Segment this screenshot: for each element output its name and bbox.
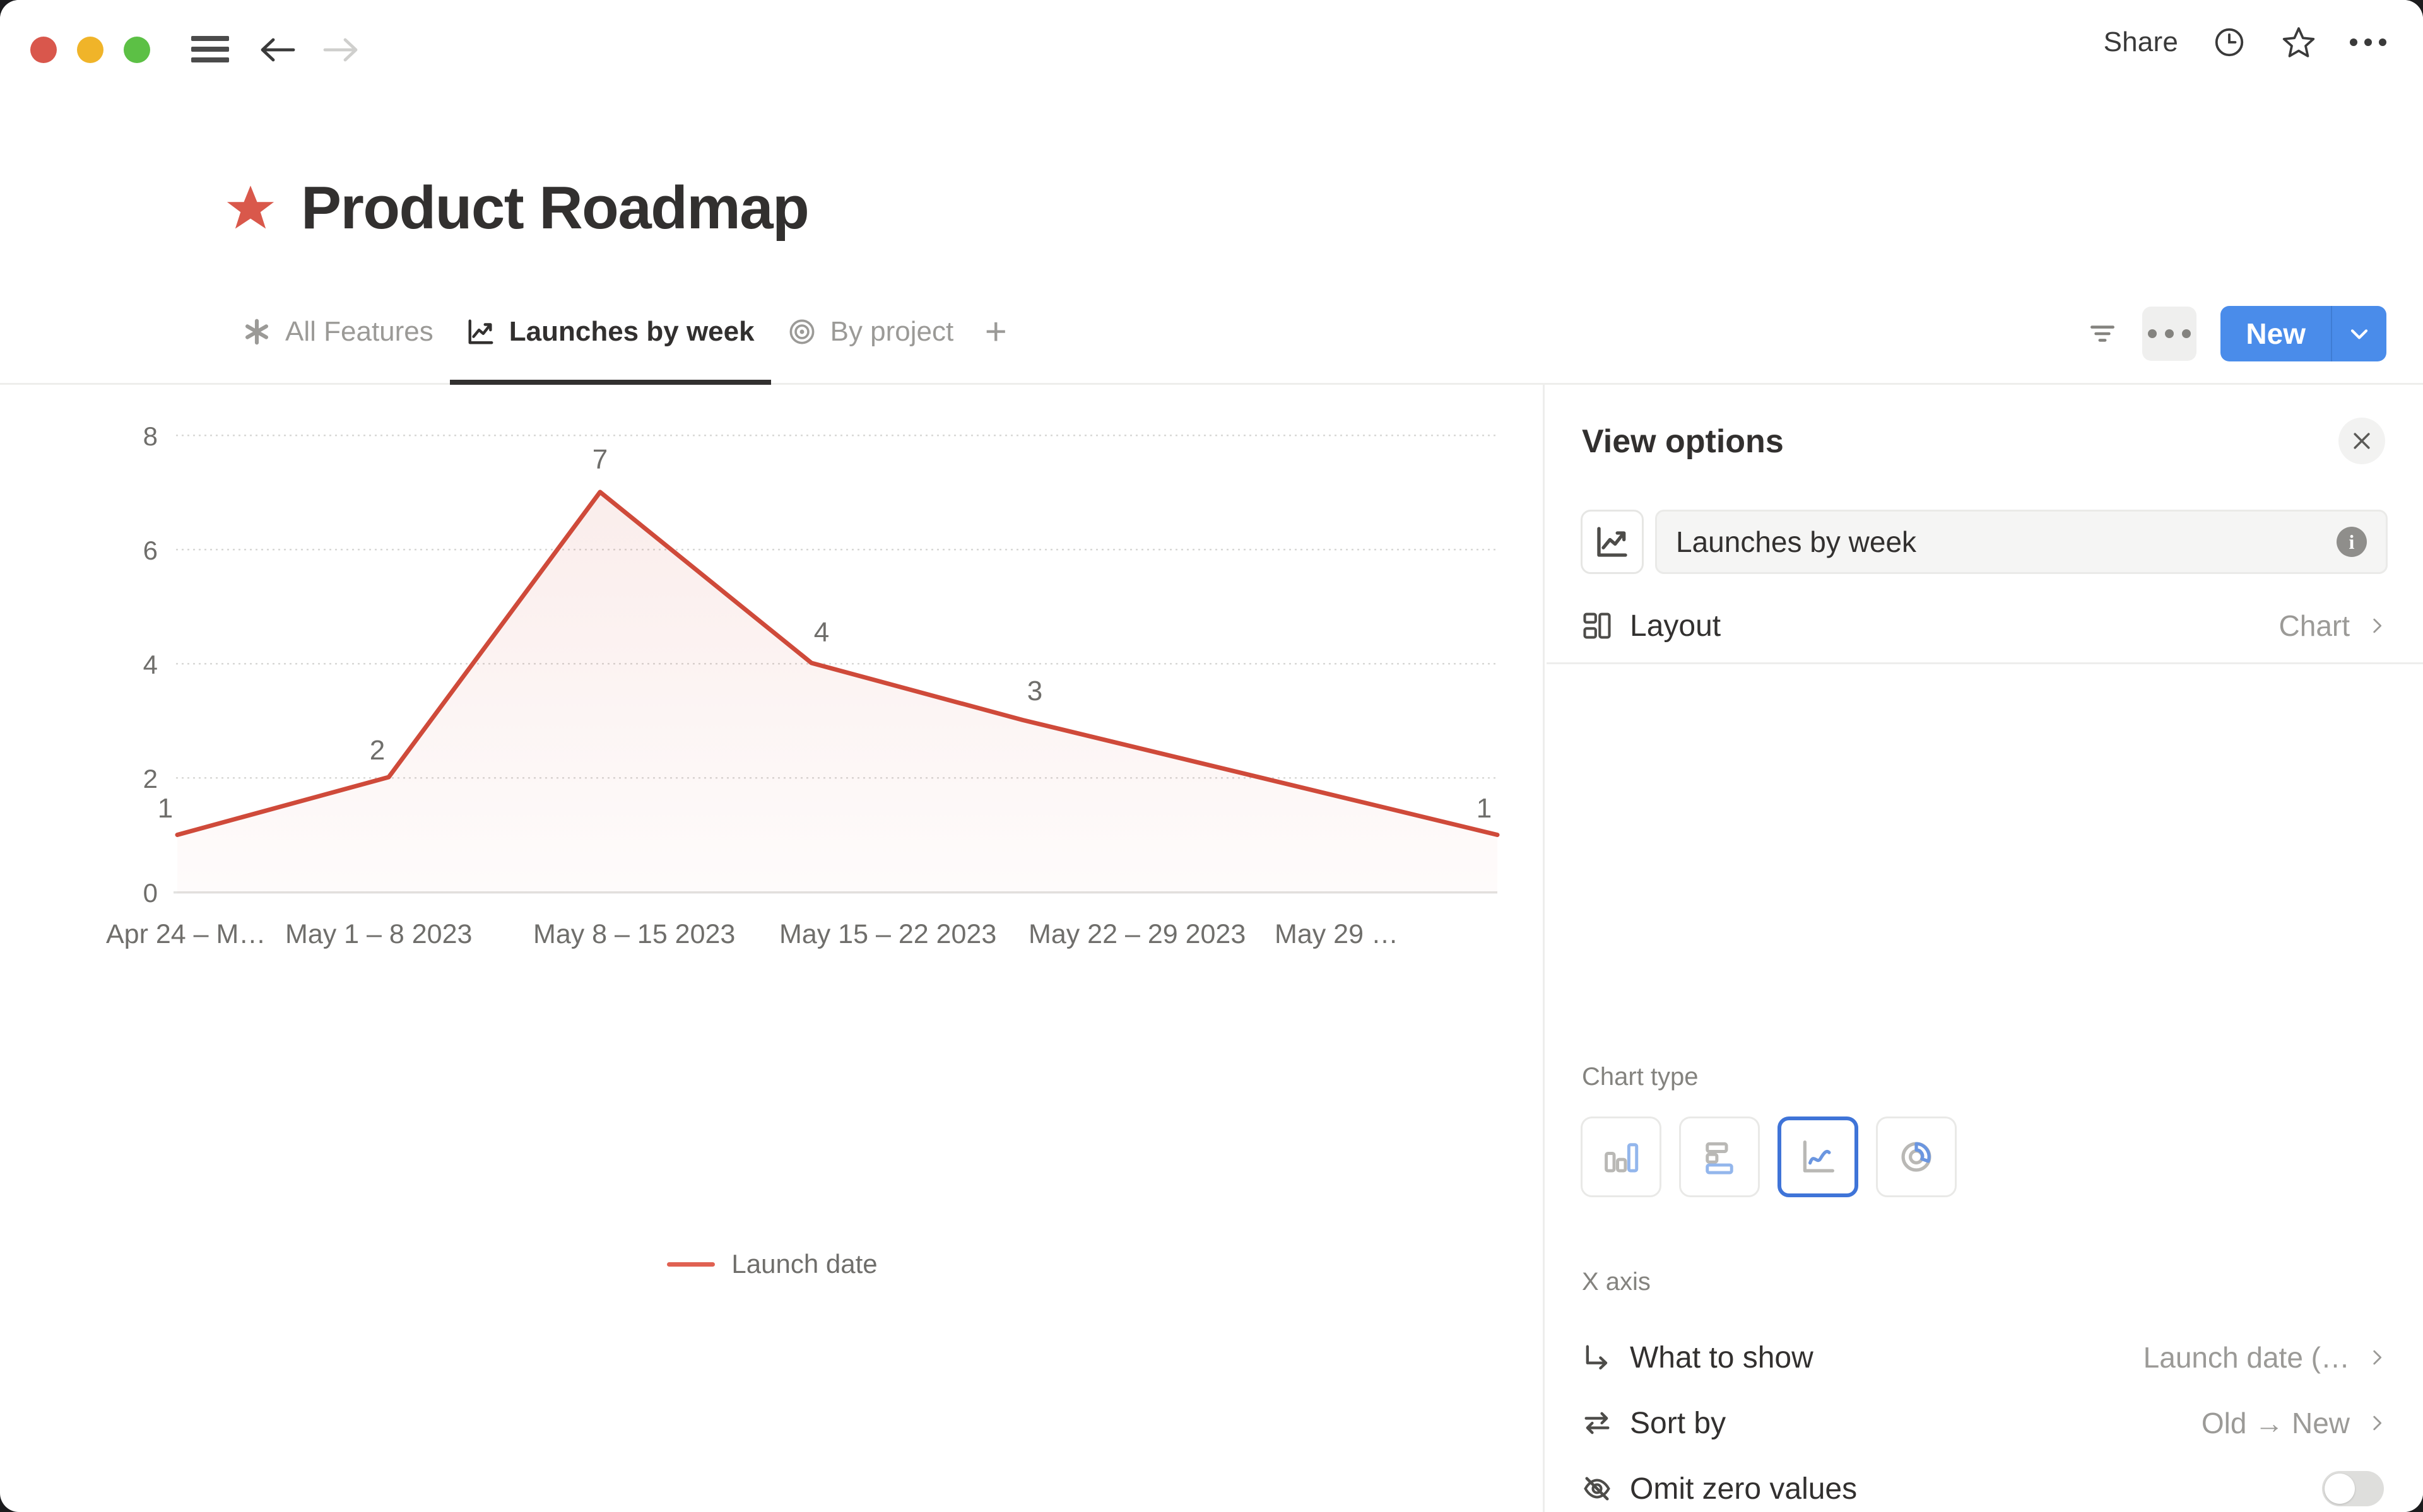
asterisk-icon	[242, 317, 271, 346]
chevron-right-icon	[2366, 1347, 2388, 1368]
chart-type-options	[1581, 1116, 1957, 1197]
horizontal-bar-icon[interactable]	[1679, 1116, 1760, 1197]
info-icon[interactable]: i	[2337, 527, 2367, 557]
x-what-to-show-row[interactable]: What to show Launch date (…	[1581, 1325, 2388, 1390]
clock-icon[interactable]	[2211, 24, 2248, 61]
svg-text:4: 4	[814, 617, 829, 648]
tab-by-project[interactable]: By project	[771, 293, 970, 385]
maximize-window-button[interactable]	[124, 37, 150, 63]
star-emoji-icon[interactable]	[224, 182, 277, 235]
svg-text:May 8 – 15 2023: May 8 – 15 2023	[533, 919, 735, 949]
eye-off-icon	[1581, 1472, 1630, 1505]
target-icon	[787, 317, 817, 346]
page-title-row: Product Roadmap	[224, 173, 810, 243]
view-type-icon-button[interactable]	[1581, 510, 1644, 574]
window-controls	[30, 37, 150, 63]
legend-swatch	[667, 1262, 716, 1267]
minimize-window-button[interactable]	[77, 37, 103, 63]
svg-text:4: 4	[143, 650, 158, 679]
close-window-button[interactable]	[30, 37, 57, 63]
x-omit-zero-row[interactable]: Omit zero values	[1581, 1456, 2388, 1512]
new-button[interactable]: New	[2220, 306, 2332, 361]
view-options-panel: View options Launches by week i	[1547, 385, 2423, 1512]
svg-text:May 1 – 8 2023: May 1 – 8 2023	[285, 919, 472, 949]
x-axis-label: X axis	[1582, 1268, 1651, 1296]
svg-text:2: 2	[370, 735, 385, 766]
line-chart[interactable]: 8 6 4 2 0 1 2 7 4 3 1	[0, 385, 1545, 1281]
svg-text:1: 1	[158, 793, 173, 824]
row-label: Omit zero values	[1630, 1472, 1858, 1506]
star-icon[interactable]	[2280, 24, 2317, 61]
bar-chart-icon[interactable]	[1581, 1116, 1661, 1197]
layout-row[interactable]: Layout Chart	[1581, 593, 2388, 659]
close-icon[interactable]	[2338, 418, 2385, 464]
line-chart-icon[interactable]	[1777, 1116, 1858, 1197]
divider	[1547, 662, 2423, 664]
chevron-right-icon	[2366, 1412, 2388, 1434]
svg-text:May 22 – 29 2023: May 22 – 29 2023	[1029, 919, 1246, 949]
omit-zero-values-toggle[interactable]	[2322, 1471, 2384, 1506]
more-horizontal-icon[interactable]	[2142, 307, 2197, 361]
view-name-input[interactable]: Launches by week i	[1655, 510, 2388, 574]
chart-legend: Launch date	[0, 1249, 1545, 1279]
share-button[interactable]: Share	[2103, 26, 2178, 57]
tab-label: All Features	[285, 315, 433, 347]
view-name-row: Launches by week i	[1581, 508, 2388, 575]
page-title[interactable]: Product Roadmap	[301, 174, 810, 242]
add-view-button[interactable]: +	[984, 310, 1007, 353]
chevron-down-icon[interactable]	[2332, 306, 2386, 361]
svg-text:6: 6	[143, 536, 158, 565]
svg-text:8: 8	[143, 421, 158, 451]
svg-text:May 29 …: May 29 …	[1275, 919, 1398, 949]
titlebar-actions: Share	[2104, 24, 2386, 61]
panel-title: View options	[1582, 423, 1784, 460]
hamburger-icon[interactable]	[191, 33, 229, 66]
back-arrow-icon[interactable]	[256, 30, 300, 69]
content-area: 8 6 4 2 0 1 2 7 4 3 1	[0, 385, 2423, 1512]
svg-text:Apr 24 – M…: Apr 24 – M…	[106, 919, 266, 949]
svg-text:7: 7	[592, 444, 608, 475]
row-label: Sort by	[1630, 1406, 1726, 1440]
svg-text:0: 0	[143, 878, 158, 908]
tab-label: Launches by week	[509, 315, 755, 347]
tab-label: By project	[830, 315, 954, 347]
view-tab-bar: All Features Launches by week By project	[0, 293, 2423, 385]
svg-text:1: 1	[1477, 793, 1492, 824]
row-label: What to show	[1630, 1340, 1813, 1374]
row-value: Old → New	[2201, 1407, 2350, 1439]
title-bar: Share	[0, 0, 2423, 98]
view-name-value: Launches by week	[1676, 525, 1917, 558]
donut-chart-icon[interactable]	[1876, 1116, 1957, 1197]
svg-text:May 15 – 22 2023: May 15 – 22 2023	[779, 919, 996, 949]
view-options-header: View options	[1547, 385, 2423, 505]
more-icon[interactable]	[2350, 24, 2386, 61]
x-sort-by-row[interactable]: Sort by Old → New	[1581, 1390, 2388, 1456]
tab-all-features[interactable]: All Features	[226, 293, 450, 385]
chart-pane: 8 6 4 2 0 1 2 7 4 3 1	[0, 385, 1545, 1512]
svg-text:2: 2	[143, 764, 158, 794]
filter-icon[interactable]	[2075, 307, 2130, 361]
forward-arrow-icon[interactable]	[319, 30, 363, 69]
chart-type-label: Chart type	[1582, 1063, 1699, 1091]
chevron-right-icon	[2366, 615, 2388, 636]
arrow-corner-icon	[1581, 1341, 1630, 1374]
svg-text:3: 3	[1027, 676, 1042, 706]
line-chart-icon	[466, 317, 495, 346]
layout-value: Chart	[2279, 609, 2350, 642]
layout-label: Layout	[1630, 609, 1721, 643]
row-value: Launch date (…	[2143, 1341, 2350, 1374]
legend-label: Launch date	[731, 1249, 878, 1279]
tab-launches-by-week[interactable]: Launches by week	[449, 293, 771, 385]
view-tabs: All Features Launches by week By project	[226, 293, 1022, 385]
chart-svg: 8 6 4 2 0 1 2 7 4 3 1	[106, 421, 1500, 949]
sort-swap-icon	[1581, 1407, 1630, 1439]
new-button-group: New	[2220, 306, 2386, 361]
view-toolbar: New	[2075, 306, 2386, 361]
layout-icon	[1581, 609, 1630, 642]
